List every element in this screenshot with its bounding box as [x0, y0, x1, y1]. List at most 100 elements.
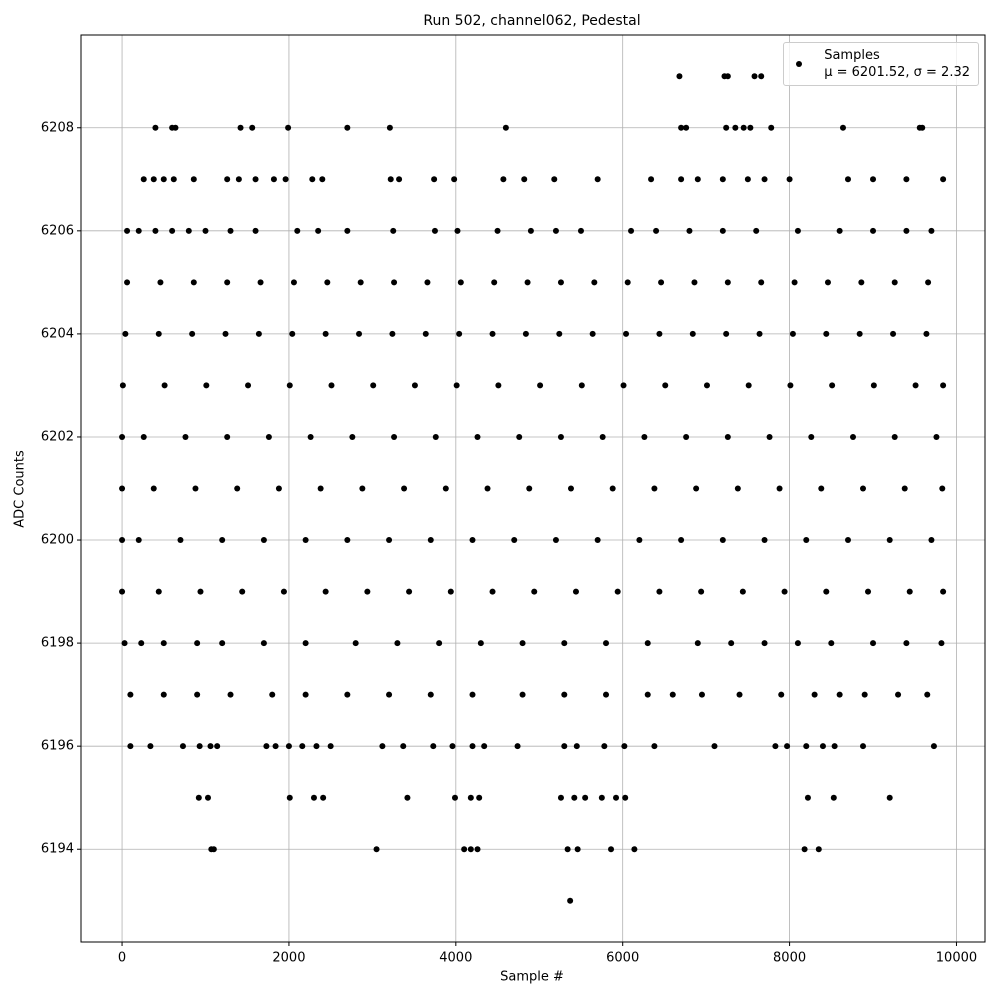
point	[519, 640, 526, 647]
point	[886, 537, 893, 544]
y-axis-label: ADC Counts	[13, 450, 28, 528]
point	[319, 176, 326, 183]
point	[436, 640, 443, 647]
point	[219, 537, 226, 544]
point	[603, 640, 610, 647]
point	[739, 588, 746, 595]
y-tick-label: 6208	[41, 120, 74, 135]
point	[557, 433, 564, 440]
point	[203, 382, 210, 389]
point	[608, 846, 615, 853]
point	[891, 279, 898, 286]
point	[140, 433, 147, 440]
series	[119, 73, 947, 904]
point	[556, 330, 563, 337]
point	[694, 640, 701, 647]
point	[614, 588, 621, 595]
point	[514, 743, 521, 750]
point	[794, 227, 801, 234]
point	[662, 382, 669, 389]
point	[865, 588, 872, 595]
point	[719, 537, 726, 544]
point	[138, 640, 145, 647]
x-tick-label: 2000	[272, 951, 305, 966]
point	[925, 279, 932, 286]
point	[648, 176, 655, 183]
y-tick-label: 6202	[41, 429, 74, 444]
point	[349, 433, 356, 440]
point	[469, 537, 476, 544]
point	[819, 743, 826, 750]
point	[194, 640, 201, 647]
point	[155, 330, 162, 337]
point	[431, 227, 438, 234]
point	[427, 691, 434, 698]
point	[239, 588, 246, 595]
point	[644, 691, 651, 698]
point	[252, 227, 259, 234]
point	[594, 176, 601, 183]
point	[903, 227, 910, 234]
point	[561, 640, 568, 647]
point	[456, 330, 463, 337]
point	[272, 743, 279, 750]
point	[573, 743, 580, 750]
point	[808, 433, 815, 440]
point	[938, 640, 945, 647]
point	[683, 433, 690, 440]
point	[494, 227, 501, 234]
point	[122, 330, 129, 337]
point	[373, 846, 380, 853]
point	[801, 846, 808, 853]
point	[172, 124, 179, 131]
point	[601, 743, 608, 750]
point	[207, 743, 214, 750]
point	[571, 794, 578, 801]
x-tick-label: 0	[118, 951, 126, 966]
point	[344, 691, 351, 698]
point	[678, 537, 685, 544]
point	[294, 227, 301, 234]
point	[521, 176, 528, 183]
point	[804, 794, 811, 801]
point	[527, 227, 534, 234]
point	[745, 382, 752, 389]
y-tick-label: 6200	[41, 533, 74, 548]
point	[386, 537, 393, 544]
point	[860, 743, 867, 750]
point	[582, 794, 589, 801]
point	[252, 176, 259, 183]
point	[678, 176, 685, 183]
point	[170, 176, 177, 183]
point	[653, 227, 660, 234]
point	[823, 588, 830, 595]
point	[290, 279, 297, 286]
point	[824, 279, 831, 286]
point	[155, 588, 162, 595]
point	[860, 485, 867, 492]
point	[526, 485, 533, 492]
point	[224, 433, 231, 440]
point	[364, 588, 371, 595]
point	[564, 846, 571, 853]
point	[127, 743, 134, 750]
point	[370, 382, 377, 389]
point	[406, 588, 413, 595]
point	[928, 227, 935, 234]
x-tick-label: 8000	[773, 951, 806, 966]
point	[451, 794, 458, 801]
point	[678, 124, 685, 131]
point	[286, 794, 293, 801]
point	[140, 176, 147, 183]
point	[591, 279, 598, 286]
point	[260, 640, 267, 647]
point	[557, 794, 564, 801]
point	[269, 691, 276, 698]
point	[870, 176, 877, 183]
point	[939, 485, 946, 492]
point	[537, 382, 544, 389]
point	[724, 73, 731, 80]
point	[551, 176, 558, 183]
